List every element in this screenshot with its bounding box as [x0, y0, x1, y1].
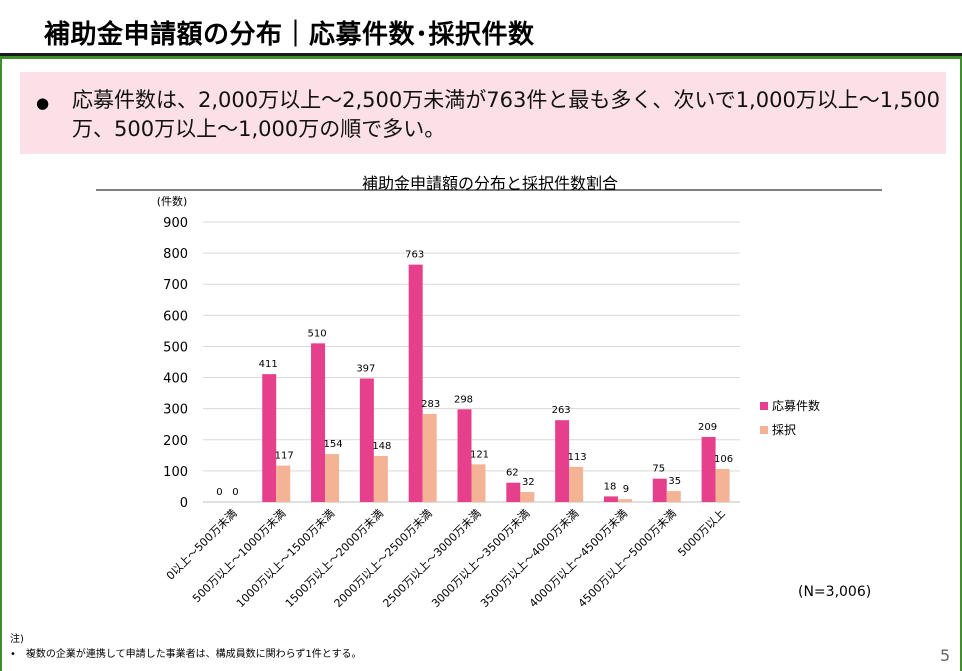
- x-tick-label: 500万以上～1000万未満: [190, 507, 288, 605]
- bar-application: [457, 409, 472, 502]
- bar-adopted: [471, 464, 486, 502]
- bar-adopted: [666, 491, 681, 502]
- data-label-adopted: 0: [232, 487, 238, 498]
- data-label-application: 263: [552, 405, 571, 416]
- note-heading: 注): [10, 634, 24, 645]
- bar-application: [311, 343, 326, 502]
- sample-size-label: (N=3,006): [798, 584, 872, 600]
- data-label-application: 397: [356, 363, 375, 374]
- data-label-application: 0: [216, 487, 222, 498]
- data-label-application: 209: [698, 422, 717, 433]
- bar-application: [359, 378, 374, 502]
- x-tick-label: 3000万以上～3500万未満: [429, 507, 532, 610]
- data-label-adopted: 106: [714, 454, 733, 465]
- data-label-adopted: 148: [372, 441, 391, 452]
- chart-title: 補助金申請額の分布と採択件数割合: [362, 174, 618, 193]
- title-bar: 補助金申請額の分布｜応募件数･採択件数: [0, 0, 962, 59]
- bar-application: [652, 478, 667, 502]
- legend-label-application: 応募件数: [772, 398, 820, 413]
- data-label-application: 411: [259, 359, 278, 370]
- legend-swatch-adopted: [760, 426, 768, 434]
- bullet-icon: ●: [36, 94, 50, 112]
- y-tick-label: 800: [163, 247, 188, 262]
- summary-text: 応募件数は、2,000万以上～2,500万未満が763件と最も多く、次いで1,0…: [72, 88, 940, 141]
- data-label-application: 62: [506, 468, 519, 479]
- legend-label-adopted: 採択: [772, 423, 796, 437]
- bar-application: [555, 420, 570, 502]
- bar-adopted: [715, 469, 730, 502]
- bar-application: [408, 264, 423, 502]
- bar-adopted: [325, 454, 340, 502]
- x-tick-label: 1000万以上～1500万未満: [234, 507, 337, 610]
- page-number: 5: [940, 646, 951, 665]
- x-tick-label: 4000万以上～4500万未満: [527, 507, 630, 610]
- x-tick-label: 2000万以上～2500万未満: [332, 507, 435, 610]
- bar-application: [701, 436, 716, 502]
- y-tick-label: 900: [163, 216, 188, 231]
- bar-application: [603, 496, 618, 502]
- data-label-adopted: 283: [421, 399, 440, 410]
- data-label-adopted: 113: [568, 452, 587, 463]
- data-label-adopted: 154: [323, 439, 342, 450]
- note-text: • 複数の企業が連携して申請した事業者は、構成員数に関わらず1件とする。: [10, 649, 362, 660]
- data-label-application: 298: [454, 394, 473, 405]
- data-label-application: 18: [604, 481, 617, 492]
- data-label-application: 75: [652, 464, 665, 475]
- data-label-adopted: 117: [275, 451, 294, 462]
- bar-adopted: [422, 413, 437, 502]
- bar-application: [506, 482, 521, 502]
- y-tick-label: 400: [163, 372, 188, 387]
- x-tick-label: 1500万以上～2000万未満: [283, 507, 386, 610]
- y-tick-label: 500: [163, 340, 188, 355]
- bar-adopted: [276, 465, 291, 502]
- data-label-application: 510: [307, 328, 326, 339]
- y-tick-label: 700: [163, 278, 188, 293]
- bar-adopted: [373, 455, 388, 502]
- x-tick-label: 5000万以上: [675, 507, 727, 559]
- title-underline: [0, 56, 962, 59]
- y-tick-label: 100: [163, 465, 188, 480]
- bar-adopted: [520, 492, 535, 502]
- summary-box: [20, 72, 946, 154]
- x-tick-label: 2500万以上～3000万未満: [380, 507, 483, 610]
- data-label-adopted: 121: [470, 449, 489, 460]
- y-tick-label: 300: [163, 403, 188, 418]
- slide-title: 補助金申請額の分布｜応募件数･採択件数: [44, 20, 535, 50]
- data-label-adopted: 35: [668, 476, 681, 487]
- y-tick-label: 0: [180, 496, 188, 511]
- y-axis-label: (件数): [157, 195, 188, 208]
- data-label-adopted: 9: [623, 484, 629, 495]
- bar-adopted: [617, 499, 632, 502]
- x-tick-label: 3500万以上～4000万未満: [478, 507, 581, 610]
- legend-swatch-application: [760, 402, 768, 410]
- bar-adopted: [569, 466, 584, 502]
- data-label-adopted: 32: [522, 477, 535, 488]
- y-tick-label: 200: [163, 434, 188, 449]
- data-label-application: 763: [405, 250, 424, 261]
- bar-application: [262, 374, 277, 502]
- x-tick-label: 4500万以上～5000万未満: [576, 507, 679, 610]
- y-tick-label: 600: [163, 309, 188, 324]
